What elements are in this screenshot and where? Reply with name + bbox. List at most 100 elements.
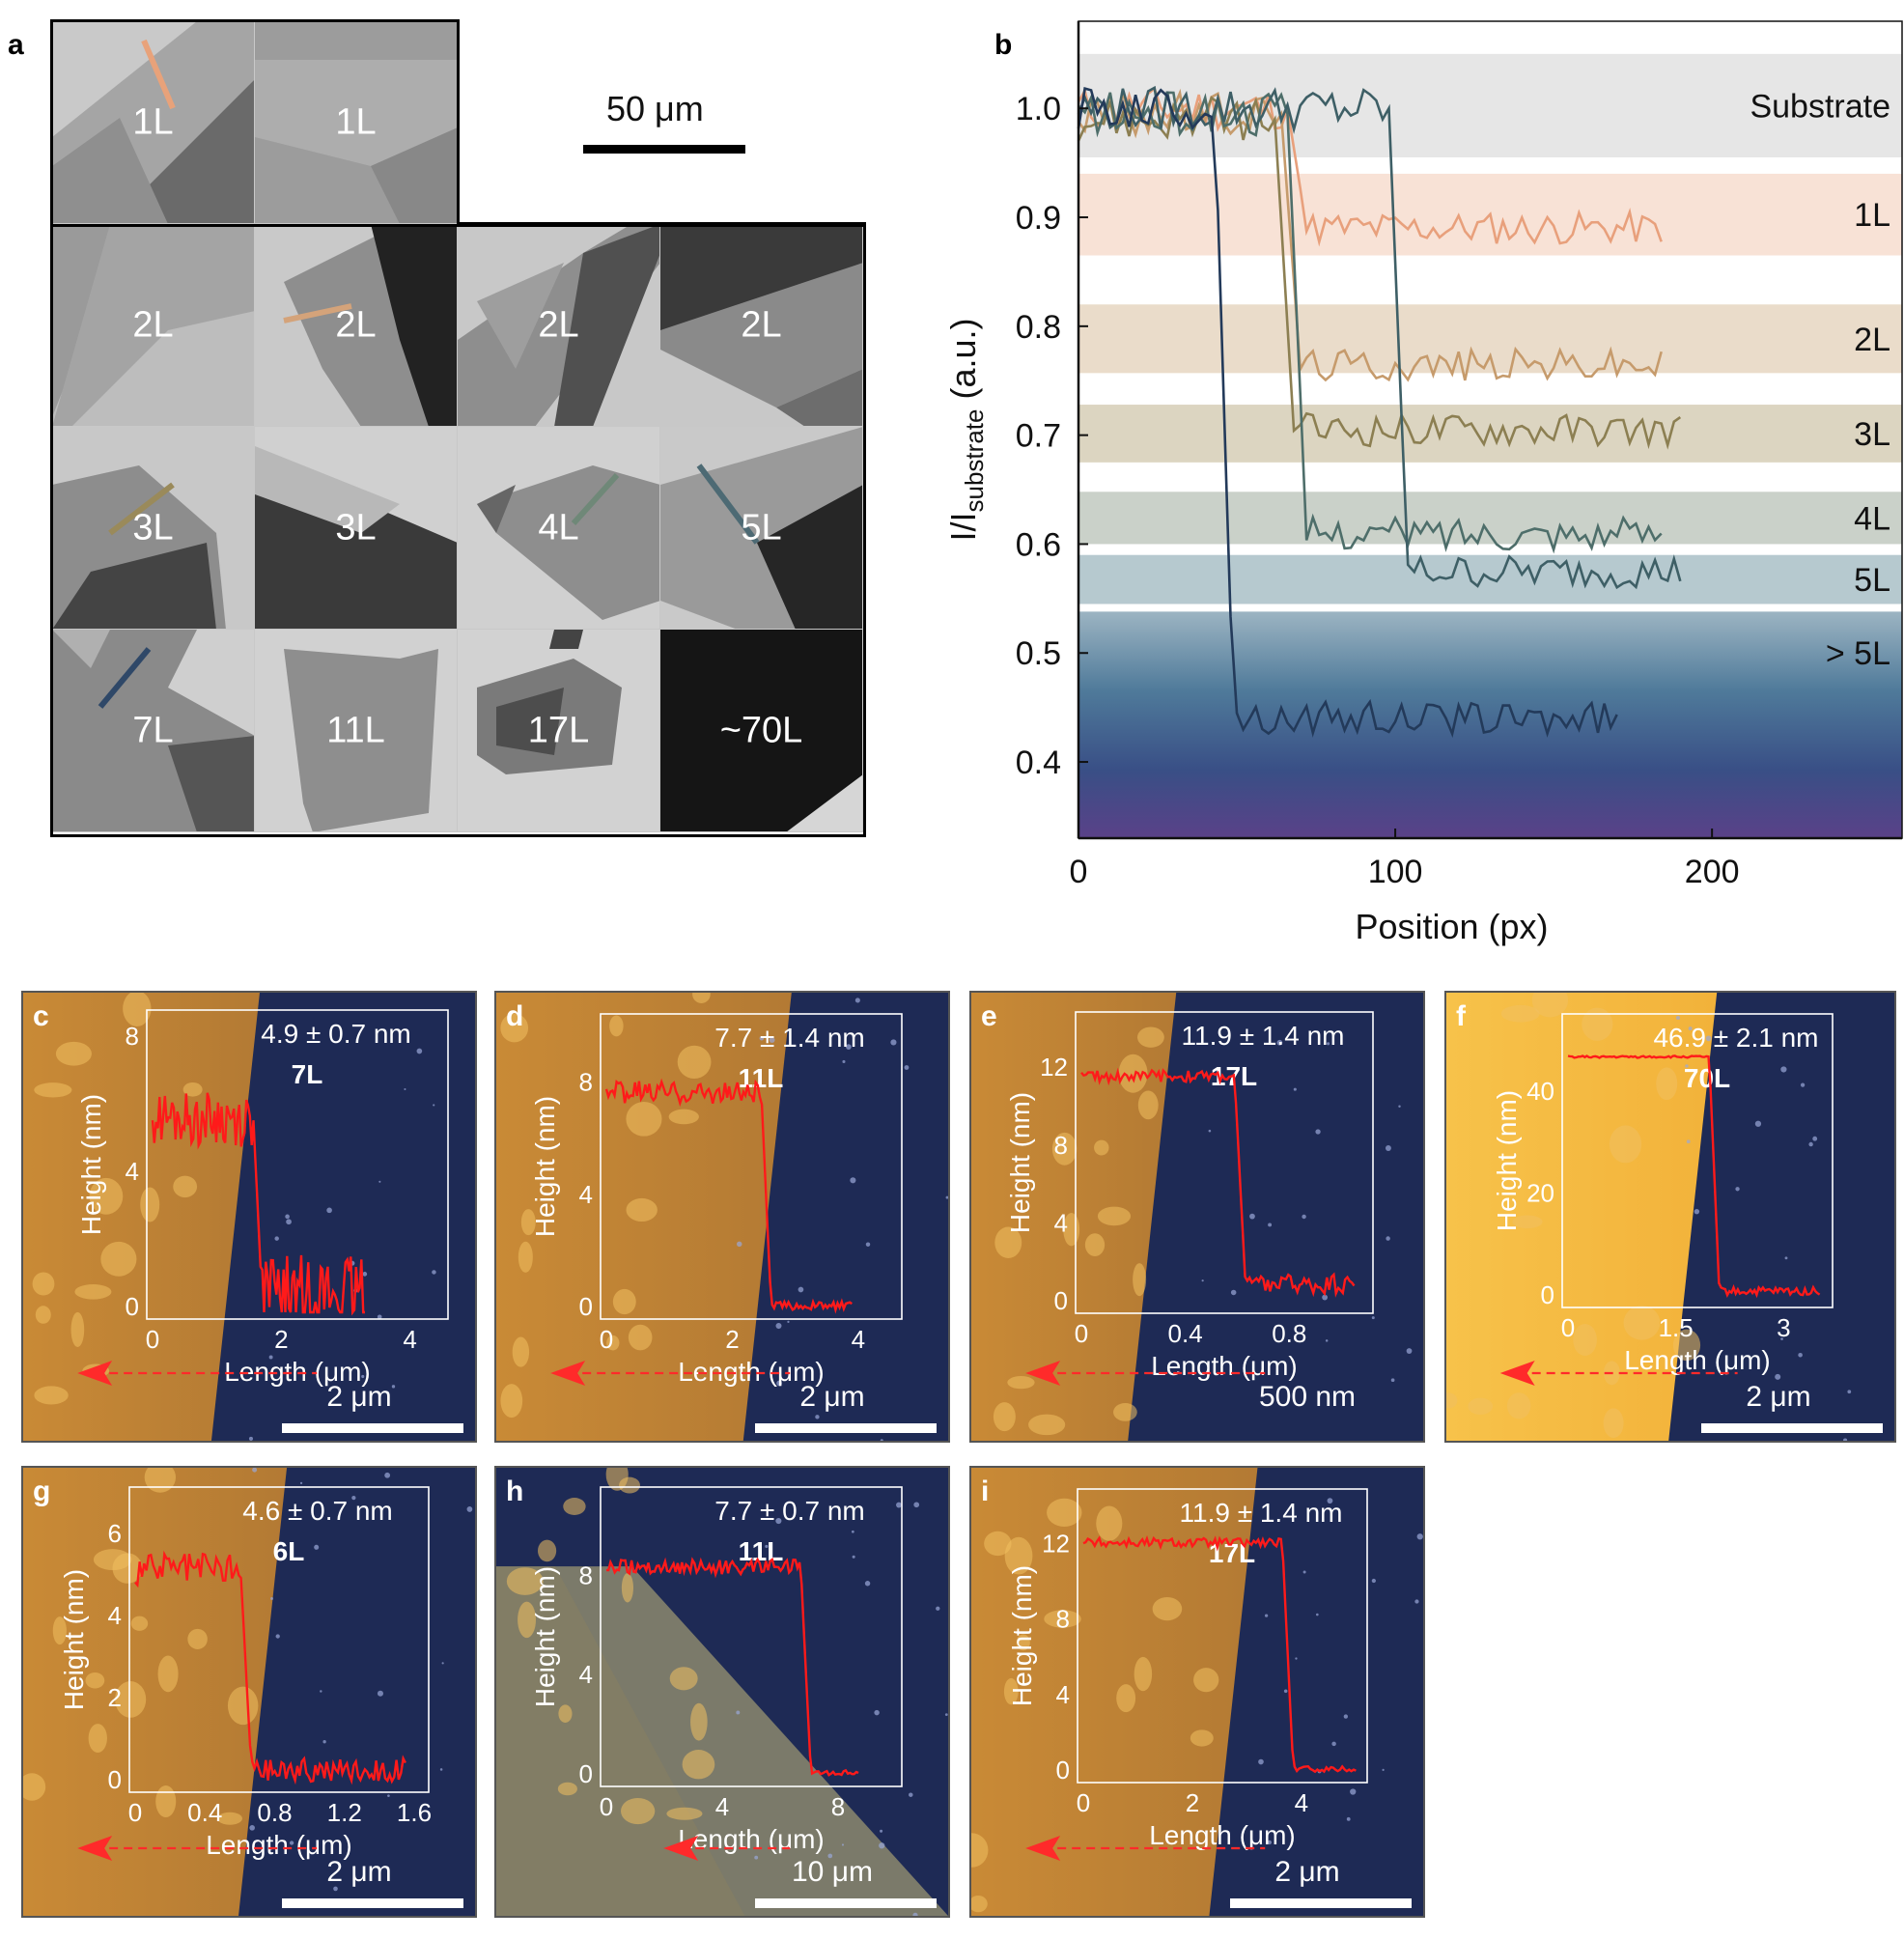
profile-inset-frame [1561,1013,1834,1308]
inset-x-tick-label: 0 [600,1792,613,1821]
flake-image [52,630,254,831]
inset-x-tick-label: 4 [403,1325,416,1354]
height-profile [1082,1534,1357,1774]
y-tick-label: 0.8 [1016,309,1061,346]
profile-line [98,647,152,709]
inset-x-tick-label: 1.6 [397,1798,432,1827]
inset-y-label: Height (nm) [530,1566,560,1707]
profile-inset-frame [1075,1011,1374,1314]
inset-y-tick-label: 0 [126,1292,139,1321]
inset-y-label: Height (nm) [59,1569,89,1710]
optical-tile-70L: ~70L [660,630,863,832]
afm-image: 7.7 ± 1.4 nm 11L 0 4 8 0 2 4 Length (μm) Height (… [496,993,948,1441]
panel-letter-e: e [981,1000,997,1032]
afm-panel-c: 4.9 ± 0.7 nm 7L 0 4 8 0 2 4 Length (μm) Height (n… [21,991,477,1443]
optical-tile-1L-b: 1L [255,21,458,224]
inset-y-label: Height (nm) [530,1096,560,1237]
inset-y-tick-label: 40 [1526,1077,1554,1106]
layer-label: 2L [741,304,782,345]
afm-panel-e: 11.9 ± 1.4 nm 17L 0 4 8 12 0 0.4 0.8 Length (μm) H… [969,991,1425,1443]
scan-arrow-head [550,1361,586,1386]
inset-x-label: Length (μm) [678,1357,825,1387]
layer-count: 11L [739,1536,784,1566]
inset-x-tick-label: 4 [715,1792,729,1821]
flake-image [660,630,862,831]
band-label: > 5L [1826,635,1890,672]
inset-y-tick-label: 0 [1056,1756,1070,1784]
height-profile [1080,1067,1356,1298]
inset-x-tick-label: 0.4 [187,1798,222,1827]
inset-x-tick-label: 0 [1075,1319,1088,1348]
flake-image [255,21,457,223]
afm-image: 4.9 ± 0.7 nm 7L 0 4 8 0 2 4 Length (μm) Height (n… [23,993,475,1441]
flake-image [458,427,659,629]
flake-image [255,224,457,426]
flake-image [458,630,659,831]
intensity-profile-chart: Substrate 1L 2L 3L 4L 5L > 5L 0.4 0.5 0.6 0.7 0.8 0.… [943,20,1903,946]
inset-x-label: Length (μm) [1149,1820,1296,1850]
scale-bar [1230,1898,1412,1908]
layer-label: 2L [538,304,579,345]
optical-tile-17L: 17L [458,630,660,832]
inset-x-tick-label: 2 [1186,1788,1199,1817]
inset-x-tick-label: 0 [1077,1788,1090,1817]
optical-tile-3L-a: 3L [52,427,255,630]
panel-b: b Substrate 1L 2L 3L 4L 5L > 5L 0.4 0.5 0.6 0.7 0.8… [927,0,1904,966]
optical-tile-4L: 4L [458,427,660,630]
layer-label: 3L [335,507,377,548]
panel-letter-f: f [1456,1000,1466,1032]
x-tick-label: 100 [1368,854,1423,890]
scale-bar [282,1898,463,1908]
inset-y-tick-label: 8 [126,1022,139,1051]
layer-band [1078,611,1902,838]
inset-y-tick-label: 8 [579,1068,593,1097]
inset-y-tick-label: 4 [579,1180,593,1209]
optical-tile-11L: 11L [255,630,458,832]
height-profile [1567,1054,1821,1299]
inset-y-tick-label: 8 [579,1560,593,1589]
profile-line [696,464,760,545]
panel-letter-d: d [506,1000,524,1032]
band-label: 5L [1854,562,1890,599]
inset-x-label: Length (μm) [678,1824,825,1854]
thickness-value: 4.9 ± 0.7 nm [261,1019,410,1049]
inset-y-tick-label: 0 [579,1292,593,1321]
layer-label: 3L [132,507,174,548]
thickness-value: 7.7 ± 0.7 nm [714,1496,864,1526]
thickness-value: 4.6 ± 0.7 nm [242,1496,392,1526]
panel-letter-a: a [8,29,24,61]
inset-x-label: Length (μm) [206,1830,352,1860]
flake-image [52,224,254,426]
profile-series [1077,86,1618,739]
inset-y-tick-label: 20 [1526,1178,1554,1207]
scale-bar [1701,1423,1883,1433]
y-tick-label: 1.0 [1016,91,1061,127]
inset-x-tick-label: 3 [1777,1313,1790,1342]
inset-y-tick-label: 8 [1056,1605,1070,1634]
thickness-value: 7.7 ± 1.4 nm [714,1023,864,1053]
height-profile [134,1550,406,1785]
plot-frame [1078,20,1903,839]
thickness-value: 11.9 ± 1.4 nm [1180,1498,1343,1528]
flake-image [458,224,659,426]
inset-x-tick-label: 2 [725,1325,739,1354]
band-label: 4L [1854,500,1890,537]
layer-label: ~70L [719,710,803,750]
x-tick-label: 200 [1685,854,1740,890]
layer-label: 5L [741,507,782,548]
scale-bar-label: 2 μm [1274,1856,1340,1888]
inset-x-tick-label: 0.8 [1272,1319,1306,1348]
profile-inset-frame [128,1486,430,1793]
band-label: 2L [1854,322,1890,358]
layer-band [1078,405,1902,463]
profile-series [1078,91,1663,554]
profile-line [283,303,352,323]
inset-y-label: Height (nm) [1007,1565,1037,1706]
y-tick-label: 0.7 [1016,418,1061,455]
inset-y-tick-label: 4 [1054,1208,1068,1237]
inset-y-tick-label: 4 [1056,1680,1070,1709]
inset-x-label: Length (μm) [1151,1351,1298,1381]
inset-y-tick-label: 4 [579,1660,593,1689]
